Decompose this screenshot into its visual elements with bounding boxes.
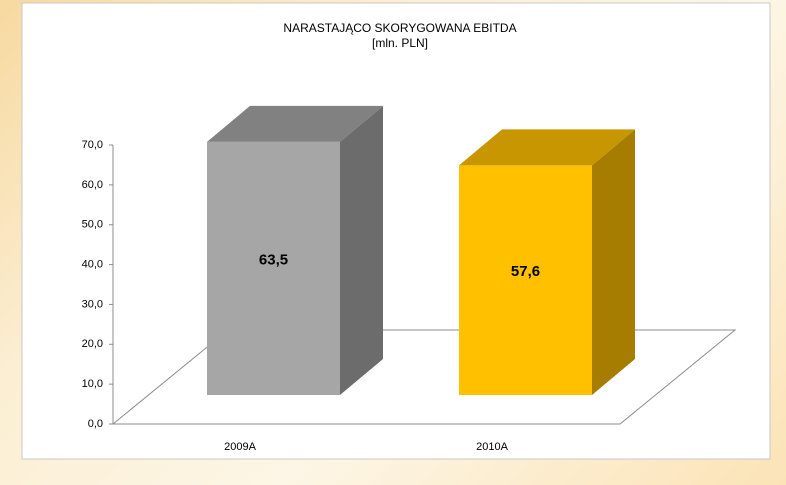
y-tick-label: 70,0 [82, 139, 103, 151]
y-tick-label: 10,0 [82, 378, 103, 390]
chart-title: NARASTAJĄCO SKORYGOWANA EBITDA [283, 21, 516, 35]
bar-top [459, 129, 635, 166]
bar-top [207, 105, 383, 142]
bar-side [340, 105, 383, 396]
bar [207, 141, 340, 395]
data-label: 57,6 [511, 263, 540, 280]
y-tick-label: 60,0 [82, 179, 103, 191]
bar [459, 165, 592, 395]
x-tick-label: 2010A [476, 441, 508, 453]
data-label: 63,5 [259, 251, 288, 268]
y-tick-label: 40,0 [82, 258, 103, 270]
chart-subtitle: [mln. PLN] [372, 36, 428, 50]
y-tick-label: 0,0 [88, 418, 103, 430]
y-tick-label: 20,0 [82, 338, 103, 350]
x-tick-label: 2009A [224, 441, 256, 453]
bar-side [592, 129, 635, 395]
y-tick-label: 30,0 [82, 298, 103, 310]
y-tick-label: 50,0 [82, 219, 103, 231]
